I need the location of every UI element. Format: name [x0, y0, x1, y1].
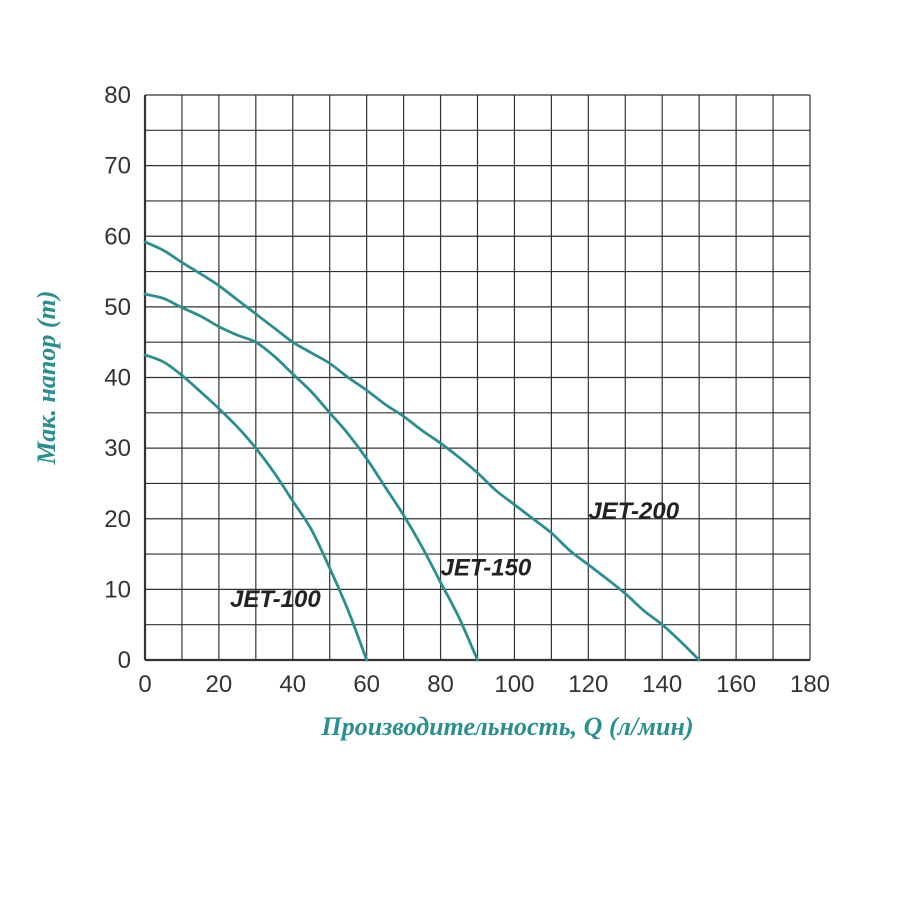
x-tick-label: 80 — [427, 671, 454, 698]
y-tick-label: 40 — [104, 365, 131, 392]
x-tick-label: 0 — [138, 671, 151, 698]
x-tick-label: 60 — [353, 671, 380, 698]
pump-curve-chart: 0 20 40 60 80 100 120 140 160 180 0 10 20 30 40 50 60 70 8… — [0, 0, 900, 900]
x-tick-label: 140 — [642, 671, 682, 698]
y-tick-label: 50 — [104, 294, 131, 321]
series-label-jet-150: JET-150 — [441, 554, 532, 581]
y-tick-label: 20 — [104, 506, 131, 533]
x-tick-label: 20 — [206, 671, 233, 698]
x-axis-label: Производительность, Q (л/мин) — [320, 712, 693, 741]
x-tick-label: 120 — [568, 671, 608, 698]
x-tick-label: 100 — [494, 671, 534, 698]
chart-svg: 0 20 40 60 80 100 120 140 160 180 0 10 20 30 40 50 60 70 8… — [0, 0, 900, 900]
x-tick-label: 160 — [716, 671, 756, 698]
y-tick-label: 0 — [118, 647, 131, 674]
y-tick-label: 60 — [104, 223, 131, 250]
series-label-jet-200: JET-200 — [588, 498, 679, 525]
y-tick-label: 10 — [104, 576, 131, 603]
series-label-jet-100: JET-100 — [230, 586, 321, 613]
x-tick-label: 180 — [790, 671, 830, 698]
y-axis-label: Мак. напор (т) — [32, 291, 61, 466]
y-tick-label: 70 — [104, 153, 131, 180]
y-tick-label: 80 — [104, 82, 131, 109]
x-tick-label: 40 — [279, 671, 306, 698]
y-tick-label: 30 — [104, 435, 131, 462]
